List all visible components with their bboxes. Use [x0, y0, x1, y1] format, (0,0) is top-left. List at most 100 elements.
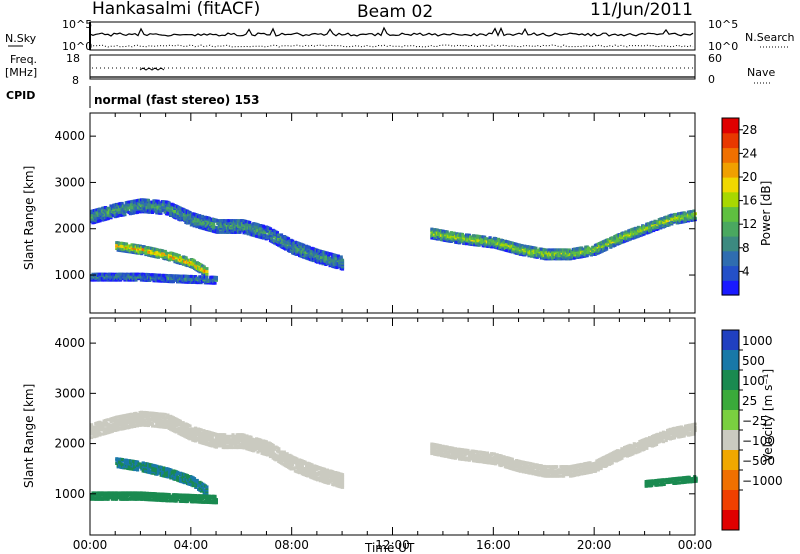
range-cell-1 [141, 461, 145, 465]
range-cell-0 [188, 427, 192, 431]
range-cell-0 [235, 438, 239, 442]
range-cell-2 [499, 456, 503, 459]
range-cell-0 [216, 441, 220, 445]
range-cell-0 [101, 424, 105, 428]
range-cell-2 [562, 474, 566, 478]
range-cell-2 [528, 468, 532, 472]
range-cell-2 [488, 236, 492, 240]
range-cell-0 [325, 468, 329, 472]
range-cell-1 [138, 244, 142, 248]
range-cell-0 [196, 438, 200, 442]
range-cell-1 [133, 243, 137, 247]
range-cell-0 [178, 422, 182, 426]
nsky-tick-bottom: 10^0 [62, 40, 92, 53]
range-cell-0 [194, 428, 198, 432]
range-cell-2 [573, 473, 577, 477]
range-cell-2 [692, 209, 696, 213]
power-x-ticks [89, 113, 696, 313]
range-cell-0 [109, 420, 113, 424]
range-cell-1 [161, 249, 165, 253]
range-cell-0 [313, 470, 317, 474]
range-cell-2 [433, 447, 437, 451]
range-cell-1 [151, 471, 155, 475]
range-cell-0 [106, 206, 110, 210]
range-cell-0 [116, 428, 120, 432]
range-cell-2 [494, 237, 498, 240]
range-cell-0 [231, 433, 235, 437]
range-cell-0 [223, 442, 227, 446]
range-cell-0 [185, 426, 189, 430]
range-cell-0 [340, 485, 345, 489]
range-cell-0 [221, 434, 225, 438]
range-cell-2 [455, 232, 459, 236]
range-cell-0 [142, 418, 146, 422]
range-cell-2 [552, 469, 556, 473]
range-cell-1 [136, 468, 140, 472]
range-cell-2 [466, 448, 470, 452]
range-cell-0 [286, 237, 291, 241]
range-cell-2 [451, 446, 455, 450]
range-cell-2 [646, 222, 650, 226]
range-cell-0 [224, 441, 228, 445]
range-cell-0 [340, 482, 345, 486]
range-cell-1 [184, 256, 188, 260]
range-cell-2 [544, 466, 548, 470]
range-cell-2 [555, 473, 559, 477]
range-cell-1 [126, 247, 130, 251]
range-cell-0 [282, 450, 286, 454]
range-cell-0 [166, 211, 170, 215]
range-cell-2 [549, 465, 553, 469]
range-cell-0 [135, 210, 139, 214]
range-cell-0 [106, 211, 110, 215]
range-cell-2 [569, 471, 573, 475]
range-cell-0 [195, 213, 199, 217]
range-cell-1 [116, 247, 120, 251]
nsky-label: N.Sky [5, 32, 37, 45]
range-cell-1 [170, 472, 174, 476]
range-cell-2 [455, 455, 459, 459]
range-cell-0 [218, 442, 223, 446]
range-cell-1 [205, 490, 209, 494]
range-cell-0 [331, 478, 335, 482]
range-cell-1 [148, 466, 152, 470]
range-cell-1 [119, 462, 123, 466]
range-cell-0 [198, 214, 202, 218]
range-cell-0 [277, 448, 281, 452]
range-cell-0 [178, 430, 182, 434]
range-cell-0 [300, 465, 304, 469]
range-cell-2 [495, 240, 499, 244]
y-tick-label: 1000 [54, 268, 85, 282]
range-cell-0 [98, 432, 102, 435]
range-cell-0 [310, 463, 314, 467]
range-cell-2 [532, 466, 537, 470]
range-cell-1 [116, 241, 120, 245]
range-cell-0 [271, 443, 275, 447]
date-label: 11/Jun/2011 [590, 0, 693, 20]
range-cell-2 [559, 469, 563, 473]
range-cell-2 [460, 232, 464, 236]
freq-tick-bottom: 8 [72, 74, 79, 87]
range-cell-0 [127, 426, 131, 430]
range-cell-2 [435, 450, 440, 453]
range-cell-0 [227, 434, 231, 438]
range-cell-1 [142, 245, 147, 249]
range-cell-0 [146, 198, 150, 202]
range-cell-0 [90, 436, 94, 440]
range-cell-0 [216, 229, 220, 233]
range-cell-0 [245, 434, 249, 438]
range-cell-0 [227, 438, 231, 442]
range-cell-0 [174, 424, 178, 427]
range-cell-0 [151, 211, 155, 214]
beam-label: Beam 02 [357, 2, 433, 22]
range-cell-2 [523, 244, 527, 248]
range-cell-0 [221, 438, 225, 442]
range-cell-2 [628, 237, 632, 241]
nsearch-tick-bottom: 10^0 [708, 40, 738, 53]
range-cell-1 [161, 252, 165, 256]
range-cell-0 [167, 201, 171, 205]
nsky-trace [89, 26, 694, 40]
range-cell-2 [465, 456, 469, 460]
range-cell-2 [562, 468, 566, 472]
